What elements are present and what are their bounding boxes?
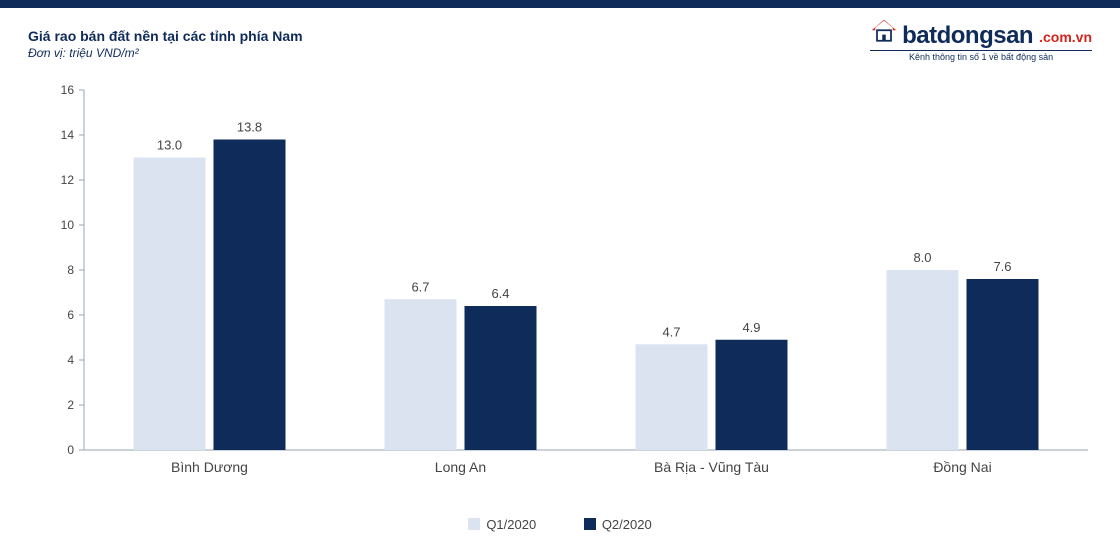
bar xyxy=(465,306,537,450)
legend-swatch-q2 xyxy=(584,518,596,530)
svg-text:4.9: 4.9 xyxy=(742,320,760,335)
svg-text:Long An: Long An xyxy=(435,459,486,475)
svg-text:8: 8 xyxy=(67,263,74,277)
svg-text:12: 12 xyxy=(61,173,75,187)
bar xyxy=(887,270,959,450)
top-strip xyxy=(0,0,1120,8)
svg-text:13.8: 13.8 xyxy=(237,120,262,135)
svg-text:6.7: 6.7 xyxy=(411,279,429,294)
svg-text:14: 14 xyxy=(61,128,75,142)
svg-text:16: 16 xyxy=(61,83,75,97)
svg-text:4: 4 xyxy=(67,353,74,367)
chart-title: Giá rao bán đất nền tại các tỉnh phía Na… xyxy=(28,28,303,44)
brand-tagline: Kênh thông tin số 1 về bất động sản xyxy=(870,50,1092,62)
svg-text:2: 2 xyxy=(67,398,74,412)
svg-text:4.7: 4.7 xyxy=(662,324,680,339)
chart-figure: { "header": { "title": "Giá rao bán đất … xyxy=(0,0,1120,541)
legend-swatch-q1 xyxy=(468,518,480,530)
legend-item-q1: Q1/2020 xyxy=(468,517,536,532)
svg-text:6: 6 xyxy=(67,308,74,322)
bar xyxy=(134,158,206,451)
svg-text:0: 0 xyxy=(67,443,74,457)
bar xyxy=(716,340,788,450)
svg-text:6.4: 6.4 xyxy=(491,286,509,301)
svg-text:Đồng Nai: Đồng Nai xyxy=(933,459,991,475)
brand-name: batdongsan xyxy=(902,23,1033,48)
svg-text:10: 10 xyxy=(61,218,75,232)
house-icon xyxy=(870,18,898,46)
svg-text:7.6: 7.6 xyxy=(993,259,1011,274)
bar xyxy=(636,344,708,450)
chart-svg: 0 2 4 6 8 10 12 14 16 Bình Dương 13.0 13.8 Long An 6.… xyxy=(28,80,1092,500)
brand-domain: .com.vn xyxy=(1039,30,1092,45)
svg-text:Bình Dương: Bình Dương xyxy=(171,459,248,475)
svg-text:8.0: 8.0 xyxy=(913,250,931,265)
bar xyxy=(967,279,1039,450)
svg-text:Bà Rịa - Vũng Tàu: Bà Rịa - Vũng Tàu xyxy=(654,459,769,475)
brand-logo: batdongsan .com.vn Kênh thông tin số 1 v… xyxy=(870,18,1092,62)
svg-text:13.0: 13.0 xyxy=(157,138,182,153)
chart-header: Giá rao bán đất nền tại các tỉnh phía Na… xyxy=(28,28,303,60)
chart-subtitle: Đơn vị: triệu VND/m² xyxy=(28,46,303,60)
bar xyxy=(385,299,457,450)
legend-label-q1: Q1/2020 xyxy=(486,517,536,532)
legend-label-q2: Q2/2020 xyxy=(602,517,652,532)
bar xyxy=(214,140,286,451)
legend-item-q2: Q2/2020 xyxy=(584,517,652,532)
bar-chart: 0 2 4 6 8 10 12 14 16 Bình Dương 13.0 13.8 Long An 6.… xyxy=(28,80,1092,500)
chart-legend: Q1/2020 Q2/2020 xyxy=(0,517,1120,534)
